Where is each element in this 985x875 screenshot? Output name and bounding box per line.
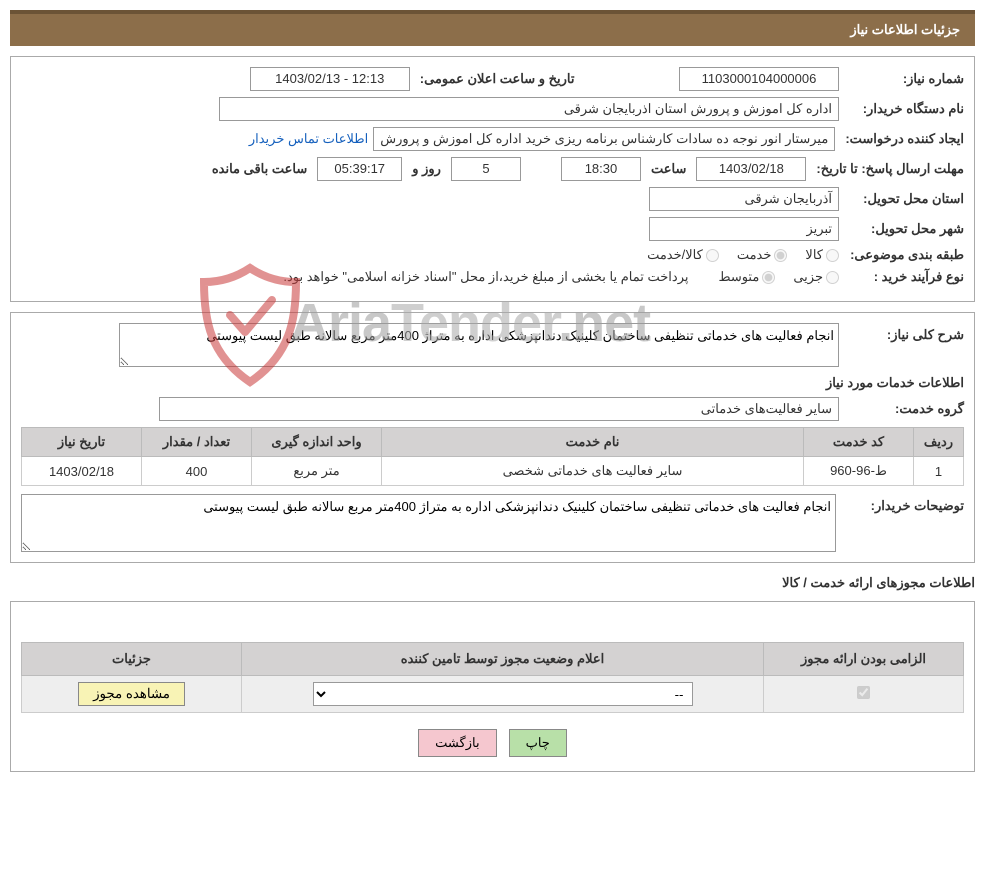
need-no-label: شماره نیاز:	[844, 71, 964, 87]
cat-radio-service[interactable]: خدمت	[737, 247, 788, 263]
need-section: شرح کلی نیاز: انجام فعالیت های خدماتی تن…	[10, 312, 975, 563]
footer-buttons: چاپ بازگشت	[21, 713, 964, 765]
deadline-time: 18:30	[561, 157, 641, 181]
time-left: 05:39:17	[317, 157, 402, 181]
th-code: کد خدمت	[804, 428, 914, 457]
province-label: استان محل تحویل:	[844, 191, 964, 207]
desc-label: شرح کلی نیاز:	[844, 323, 964, 343]
time-label: ساعت	[646, 161, 691, 177]
group-label: گروه خدمت:	[844, 401, 964, 417]
desc-textarea[interactable]: انجام فعالیت های خدماتی تنظیفی ساختمان ک…	[119, 323, 839, 367]
print-button[interactable]: چاپ	[509, 729, 567, 757]
perm-status-select[interactable]: --	[313, 682, 693, 706]
cat-radio-goods[interactable]: کالا	[805, 247, 839, 263]
cell-row: 1	[914, 457, 964, 486]
th-date: تاریخ نیاز	[22, 428, 142, 457]
services-table: ردیف کد خدمت نام خدمت واحد اندازه گیری ت…	[21, 427, 964, 486]
requester-value: میرستار انور نوجه ده سادات کارشناس برنام…	[373, 127, 835, 151]
cell-qty: 400	[142, 457, 252, 486]
perm-status-cell: --	[242, 676, 764, 713]
deadline-date: 1403/02/18	[696, 157, 806, 181]
category-radios: کالا خدمت کالا/خدمت	[647, 247, 839, 263]
category-label: طبقه بندی موضوعی:	[844, 247, 964, 263]
perm-th-mandatory: الزامی بودن ارائه مجوز	[764, 643, 964, 676]
perm-row: -- مشاهده مجوز	[22, 676, 964, 713]
proc-radio-medium[interactable]: متوسط	[718, 269, 775, 285]
perm-details-cell: مشاهده مجوز	[22, 676, 242, 713]
buyer-value: اداره کل اموزش و پرورش استان اذربایجان ش…	[219, 97, 839, 121]
group-value: سایر فعالیت‌های خدماتی	[159, 397, 839, 421]
city-value: تبریز	[649, 217, 839, 241]
proc-label: نوع فرآیند خرید :	[844, 269, 964, 285]
cat-radio-both[interactable]: کالا/خدمت	[647, 247, 719, 263]
info-section: شماره نیاز: 1103000104000006 تاریخ و ساع…	[10, 56, 975, 302]
perm-section: الزامی بودن ارائه مجوز اعلام وضعیت مجوز …	[10, 601, 975, 772]
contact-link[interactable]: اطلاعات تماس خریدار	[249, 131, 368, 147]
deadline-label: مهلت ارسال پاسخ: تا تاریخ:	[811, 161, 964, 177]
announce-value: 12:13 - 1403/02/13	[250, 67, 410, 91]
province-value: آذربایجان شرقی	[649, 187, 839, 211]
buyer-label: نام دستگاه خریدار:	[844, 101, 964, 117]
perm-th-status: اعلام وضعیت مجوز توسط تامین کننده	[242, 643, 764, 676]
th-name: نام خدمت	[382, 428, 804, 457]
back-button[interactable]: بازگشت	[418, 729, 496, 757]
buyer-notes-textarea[interactable]: انجام فعالیت های خدماتی تنظیفی ساختمان ک…	[21, 494, 836, 552]
announce-label: تاریخ و ساعت اعلان عمومی:	[415, 71, 580, 87]
proc-radios: جزیی متوسط	[718, 269, 839, 285]
perm-mandatory-checkbox[interactable]	[857, 686, 870, 699]
table-row: 1 ط-96-960 سایر فعالیت های خدماتی شخصی م…	[22, 457, 964, 486]
days-left: 5	[451, 157, 521, 181]
th-qty: تعداد / مقدار	[142, 428, 252, 457]
requester-label: ایجاد کننده درخواست:	[840, 131, 964, 147]
proc-radio-minor[interactable]: جزیی	[793, 269, 839, 285]
perm-th-details: جزئیات	[22, 643, 242, 676]
perm-table: الزامی بودن ارائه مجوز اعلام وضعیت مجوز …	[21, 642, 964, 713]
perm-header-row: الزامی بودن ارائه مجوز اعلام وضعیت مجوز …	[22, 643, 964, 676]
page-header: جزئیات اطلاعات نیاز	[10, 10, 975, 46]
proc-note: پرداخت تمام یا بخشی از مبلغ خرید،از محل …	[283, 269, 688, 285]
page-title: جزئیات اطلاعات نیاز	[850, 22, 960, 37]
cell-date: 1403/02/18	[22, 457, 142, 486]
services-title: اطلاعات خدمات مورد نیاز	[21, 375, 964, 391]
view-perm-button[interactable]: مشاهده مجوز	[78, 682, 185, 706]
days-and-label: روز و	[407, 161, 446, 177]
th-row: ردیف	[914, 428, 964, 457]
cell-code: ط-96-960	[804, 457, 914, 486]
cell-name: سایر فعالیت های خدماتی شخصی	[382, 457, 804, 486]
perm-title: اطلاعات مجوزهای ارائه خدمت / کالا	[10, 575, 975, 591]
remain-label: ساعت باقی مانده	[207, 161, 312, 177]
cell-unit: متر مربع	[252, 457, 382, 486]
table-header-row: ردیف کد خدمت نام خدمت واحد اندازه گیری ت…	[22, 428, 964, 457]
th-unit: واحد اندازه گیری	[252, 428, 382, 457]
need-no-value: 1103000104000006	[679, 67, 839, 91]
buyer-notes-label: توضیحات خریدار:	[844, 494, 964, 514]
city-label: شهر محل تحویل:	[844, 221, 964, 237]
perm-mandatory-cell	[764, 676, 964, 713]
